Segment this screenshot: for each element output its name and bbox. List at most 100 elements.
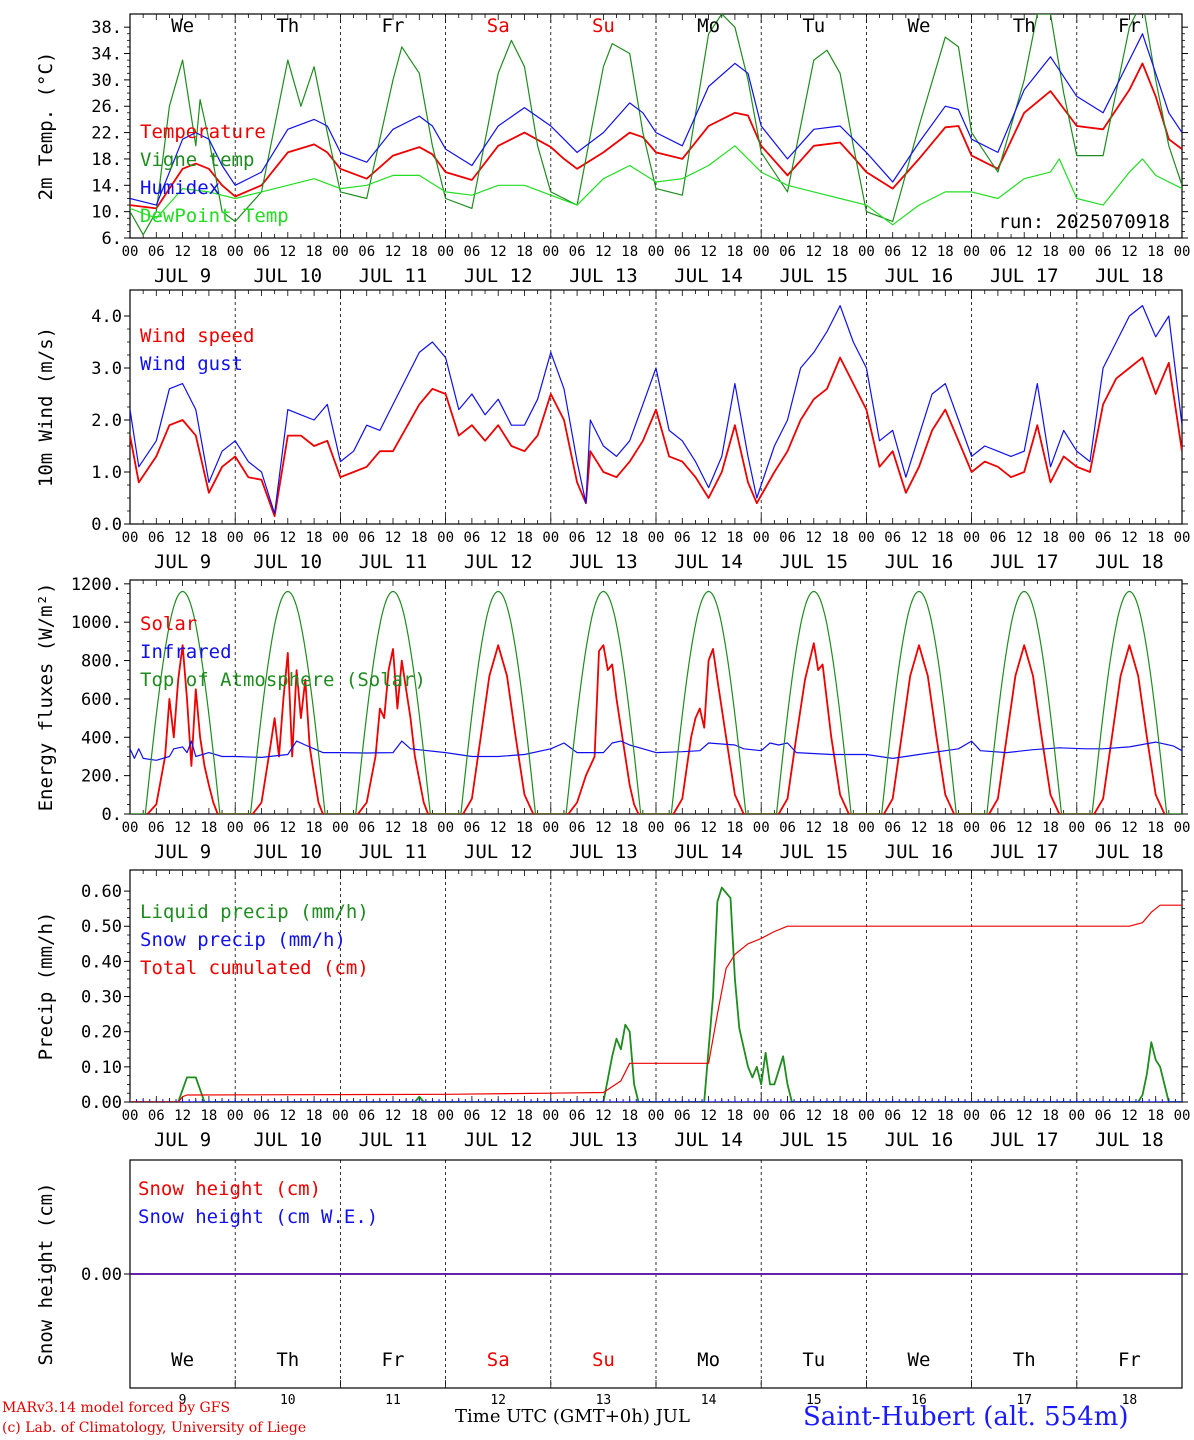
y-tick-label: 0. — [102, 805, 122, 825]
hour-tick-label: 06 — [569, 1108, 586, 1124]
weekday-label: Th — [1013, 1349, 1036, 1371]
date-label: JUL 15 — [779, 551, 848, 573]
hour-tick-label: 00 — [963, 530, 980, 546]
hour-tick-label: 12 — [595, 244, 612, 260]
weekday-label: Su — [592, 1349, 615, 1371]
hour-tick-label: 06 — [674, 1108, 691, 1124]
day-number-label: 15 — [806, 1393, 822, 1408]
date-label: JUL 13 — [569, 1129, 638, 1151]
hour-tick-label: 00 — [542, 820, 559, 836]
hour-tick-label: 00 — [648, 820, 665, 836]
legend-temperature: Temperature — [140, 121, 266, 143]
legend-snow-precip-mm-h: Snow precip (mm/h) — [140, 929, 346, 951]
date-label: JUL 17 — [990, 841, 1059, 863]
hour-tick-label: 06 — [674, 820, 691, 836]
panel-2: 10m Wind (m/s) — [35, 289, 1188, 525]
hour-tick-label: 12 — [174, 244, 191, 260]
hour-tick-label: 12 — [700, 530, 717, 546]
hour-tick-label: 12 — [911, 530, 928, 546]
hour-tick-label: 06 — [148, 1108, 165, 1124]
hour-tick-label: 06 — [674, 244, 691, 260]
series-line-solar — [146, 642, 1166, 814]
weekday-label: We — [908, 15, 931, 37]
hour-tick-label: 00 — [1174, 820, 1191, 836]
hour-tick-label: 18 — [411, 244, 428, 260]
y-tick-label: 2.0 — [91, 411, 122, 431]
hour-tick-label: 00 — [1068, 1108, 1085, 1124]
hour-tick-label: 12 — [174, 1108, 191, 1124]
y-tick-label: 0.30 — [81, 988, 122, 1008]
legend-solar: Solar — [140, 613, 197, 635]
hour-tick-label: 18 — [516, 530, 533, 546]
y-tick-label: 14. — [91, 176, 122, 196]
date-label: JUL 13 — [569, 841, 638, 863]
hour-tick-label: 18 — [937, 244, 954, 260]
y-tick-label: 30. — [91, 71, 122, 91]
panel-4: Precip (mm/h) — [35, 869, 1188, 1103]
hour-tick-label: 06 — [884, 1108, 901, 1124]
hour-tick-label: 06 — [989, 530, 1006, 546]
hour-tick-label: 00 — [1068, 530, 1085, 546]
hour-tick-label: 00 — [858, 530, 875, 546]
y-tick-label: 4.0 — [91, 307, 122, 327]
y-axis-label: 2m Temp. (°C) — [35, 52, 57, 201]
model-credit-line: MARv3.14 model forced by GFS — [2, 1400, 231, 1416]
date-label: JUL 18 — [1095, 551, 1164, 573]
weekday-label: Fr — [1118, 15, 1141, 37]
hour-tick-label: 12 — [385, 820, 402, 836]
date-label: JUL 18 — [1095, 841, 1164, 863]
hour-tick-label: 00 — [1174, 1108, 1191, 1124]
series-group — [130, 14, 1182, 236]
weekday-label: We — [908, 1349, 931, 1371]
day-number-label: 16 — [911, 1393, 927, 1408]
hour-tick-label: 12 — [805, 244, 822, 260]
date-label: JUL 14 — [674, 551, 743, 573]
series-group — [130, 305, 1182, 518]
legend-snow-height-cm: Snow height (cm) — [138, 1178, 321, 1200]
series-line-total-cumulated-cm — [130, 904, 1182, 1102]
run-label: run: 2025070918 — [998, 211, 1170, 233]
date-label: JUL 18 — [1095, 1129, 1164, 1151]
hour-tick-label: 18 — [1042, 1108, 1059, 1124]
series-line-infrared — [130, 740, 1182, 761]
time-axis-label: Time UTC (GMT+0h) JUL — [455, 1406, 690, 1427]
legend-liquid-precip-mm-h: Liquid precip (mm/h) — [140, 901, 369, 923]
y-tick-label: 200. — [81, 767, 122, 787]
hour-tick-label: 18 — [832, 820, 849, 836]
hour-tick-label: 06 — [569, 244, 586, 260]
hour-tick-label: 06 — [779, 244, 796, 260]
hour-tick-label: 00 — [1174, 530, 1191, 546]
hour-tick-label: 00 — [858, 244, 875, 260]
date-label: JUL 11 — [359, 1129, 428, 1151]
hour-tick-label: 18 — [726, 530, 743, 546]
date-label: JUL 13 — [569, 265, 638, 287]
y-tick-label: 3.0 — [91, 359, 122, 379]
hour-tick-label: 06 — [1095, 1108, 1112, 1124]
hour-tick-label: 12 — [1121, 244, 1138, 260]
hour-tick-label: 00 — [963, 1108, 980, 1124]
date-label: JUL 15 — [779, 265, 848, 287]
date-label: JUL 12 — [464, 265, 533, 287]
hour-tick-label: 12 — [805, 530, 822, 546]
date-label: JUL 17 — [990, 1129, 1059, 1151]
hour-tick-label: 12 — [490, 1108, 507, 1124]
date-label: JUL 9 — [154, 551, 211, 573]
hour-tick-label: 18 — [832, 530, 849, 546]
series-group — [130, 886, 1182, 1102]
date-label: JUL 15 — [779, 1129, 848, 1151]
hour-tick-label: 12 — [279, 820, 296, 836]
hour-tick-label: 12 — [1016, 530, 1033, 546]
y-tick-label: 38. — [91, 18, 122, 38]
hour-tick-label: 18 — [516, 820, 533, 836]
hour-tick-label: 12 — [911, 1108, 928, 1124]
hour-tick-label: 00 — [542, 530, 559, 546]
hour-tick-label: 12 — [805, 820, 822, 836]
y-axis-label: Snow height (cm) — [35, 1182, 57, 1365]
weekday-label: Su — [592, 15, 615, 37]
day-number-label: 12 — [490, 1393, 506, 1408]
hour-tick-label: 00 — [648, 1108, 665, 1124]
y-tick-label: 600. — [81, 690, 122, 710]
hour-tick-label: 18 — [306, 820, 323, 836]
hour-tick-label: 12 — [700, 820, 717, 836]
